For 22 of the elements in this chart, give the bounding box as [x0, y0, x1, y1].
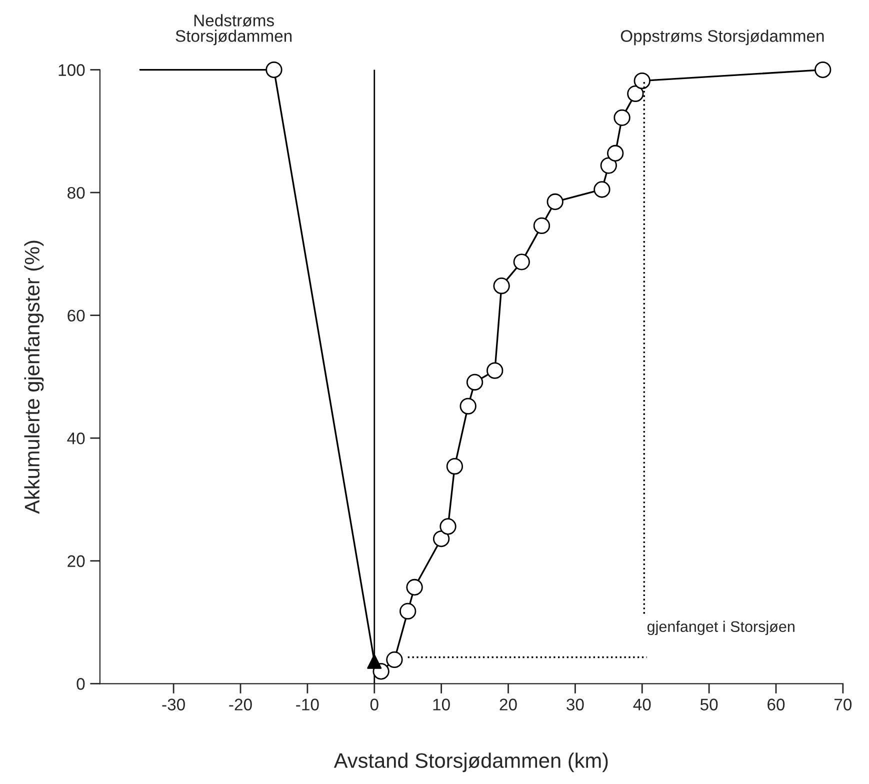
x-tick-label: 30: [566, 698, 584, 710]
text: Oppstrøms Storsjødammen: [620, 30, 824, 46]
text: Nedstrøms Storsjødammen: [176, 14, 292, 46]
x-tick-label: -20: [229, 698, 252, 710]
y-tick-label: 40: [67, 432, 85, 444]
x-tick-label: -30: [162, 698, 185, 710]
y-tick-label: 20: [68, 555, 85, 568]
x-tick-label: 10: [433, 698, 450, 710]
x-tick-label: -10: [296, 698, 319, 710]
x-tick-label: 40: [633, 698, 651, 710]
y-tick-label: 0: [76, 678, 85, 690]
x-tick-label: 60: [768, 698, 785, 710]
y-tick-label: 60: [68, 310, 85, 322]
x-tick-label: 20: [500, 698, 517, 710]
x-tick-label: 50: [700, 698, 718, 710]
annotation: gjenfanget i Storsjøen: [647, 620, 794, 636]
x-axis-title: Avstand Storsjødammen (km): [334, 752, 608, 772]
y-tick-label: 80: [68, 186, 85, 199]
x-tick-label: 70: [834, 698, 852, 710]
y-tick-label: 100: [58, 64, 85, 76]
y-axis-title: Akkumulerte gjenfangster (%): [24, 240, 44, 514]
x-tick-label: 0: [370, 698, 378, 710]
